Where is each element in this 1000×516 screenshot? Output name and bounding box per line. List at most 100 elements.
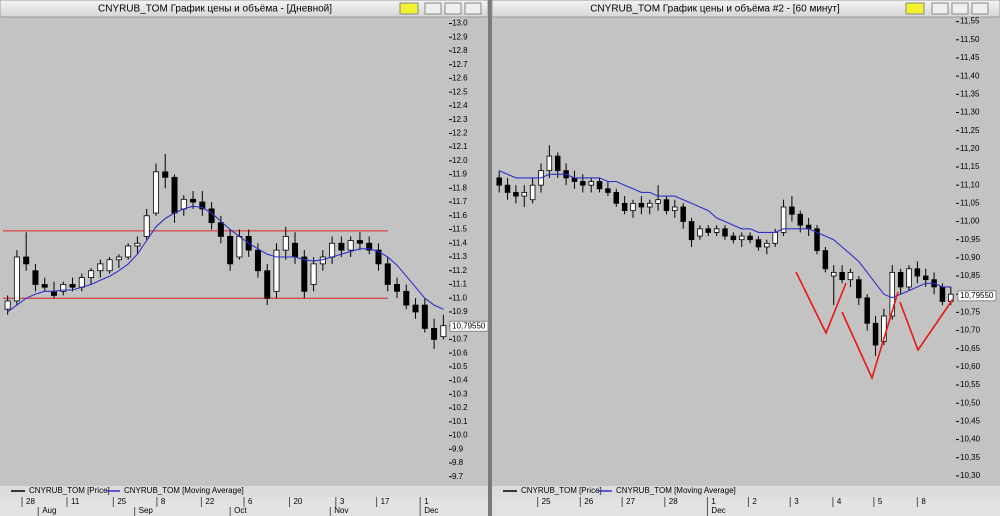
y-tick-label: 10,40 [960,435,981,444]
y-tick-label: 10,35 [960,453,981,462]
candle-body [78,277,85,288]
plot-area [3,18,448,485]
candle-body [755,239,762,248]
candle-body [705,228,712,233]
y-tick-label: 9.9 [452,444,464,453]
candle-body [496,177,502,186]
minimize-button[interactable] [931,2,949,15]
x-axis-area [492,497,1000,516]
candle-body [839,271,845,281]
candle-body [199,201,206,210]
candle-body [789,206,795,215]
month-label: Sep [139,506,154,515]
y-tick-label: 11,10 [960,180,980,189]
month-label: Dec [424,506,438,515]
legend-label: CNYRUB_TOM [Price] [521,486,602,495]
candle-body [440,325,447,338]
x-tick-label: 25 [542,497,551,506]
candle-body [143,215,150,237]
y-tick-label: 10.5 [452,362,468,371]
candle-body [254,249,261,272]
candle-body [394,284,401,292]
candle-body [680,206,686,222]
legend-bar [492,486,1000,497]
plot-area [495,18,955,485]
candle-body [282,235,289,251]
y-tick-label: 11,05 [960,198,980,207]
y-tick-label: 11,00 [960,217,980,226]
candle-body [171,176,178,214]
x-tick-label: 8 [161,497,166,506]
x-tick-label: 2 [752,497,757,506]
candle-body [292,242,299,258]
month-label: Nov [334,506,348,515]
minimize-button[interactable] [424,2,442,15]
link-button[interactable] [399,2,419,15]
candle-body [697,228,703,237]
y-tick-label: 10,45 [960,417,981,426]
candle-body [529,184,536,201]
candle-body [856,279,862,299]
candle-body [421,304,428,329]
moving-average-line [498,170,951,299]
y-tick-label: 11.5 [452,225,468,234]
candle-body [4,300,11,310]
candle-body [939,286,946,302]
candle-body [847,271,854,281]
candle-body [630,202,636,212]
y-tick-label: 13.0 [452,19,468,28]
y-tick-label: 12.8 [452,46,468,55]
maximize-button[interactable] [444,2,462,15]
maximize-button[interactable] [951,2,969,15]
candle-body [208,208,215,224]
title-bar [491,0,1000,18]
month-label: Dec [711,506,725,515]
candle-body [106,259,113,272]
y-tick-label: 12.3 [452,115,468,124]
candle-body [688,221,695,241]
y-tick-label: 10,95 [960,235,981,244]
window-gap [488,0,492,516]
y-tick-label: 10,70 [960,326,981,335]
y-tick-label: 11.8 [452,183,468,192]
y-tick-label: 11.3 [452,252,468,261]
x-tick-label: 3 [794,497,799,506]
y-tick-label: 11,55 [960,17,980,26]
drawn-line [795,271,847,335]
candle-body [60,284,67,292]
candle-body [190,198,197,203]
y-tick-label: 10,85 [960,271,981,280]
x-tick-label: 17 [381,497,390,506]
x-tick-label: 22 [205,497,214,506]
legend-label: CNYRUB_TOM [Moving Average] [124,486,244,495]
y-tick-label: 10,55 [960,380,981,389]
candle-body [922,275,929,281]
candle-body [747,235,753,241]
month-label: Oct [234,506,247,515]
candle-body [605,188,611,193]
candle-body [889,271,896,317]
y-tick-label: 11,15 [960,162,980,171]
candle-body [41,284,48,288]
candle-body [588,181,594,186]
y-tick-label: 10.7 [452,335,468,344]
y-tick-label: 12.0 [452,156,468,165]
candle-body [772,232,778,244]
candle-body [412,304,419,313]
candle-body [217,222,224,237]
last-price-label: 10,79550 [452,321,486,330]
x-tick-label: 4 [837,497,842,506]
close-button[interactable] [971,2,989,15]
last-price-box [449,320,489,332]
candle-body [264,270,271,299]
candle-body [13,256,20,302]
candle-body [546,155,553,172]
candle-body [554,155,561,172]
y-tick-label: 11,30 [960,108,980,117]
y-tick-label: 10.2 [452,403,468,412]
y-tick-label: 11.0 [452,293,468,302]
close-button[interactable] [464,2,482,15]
link-button[interactable] [905,2,925,15]
candle-body [134,242,141,247]
